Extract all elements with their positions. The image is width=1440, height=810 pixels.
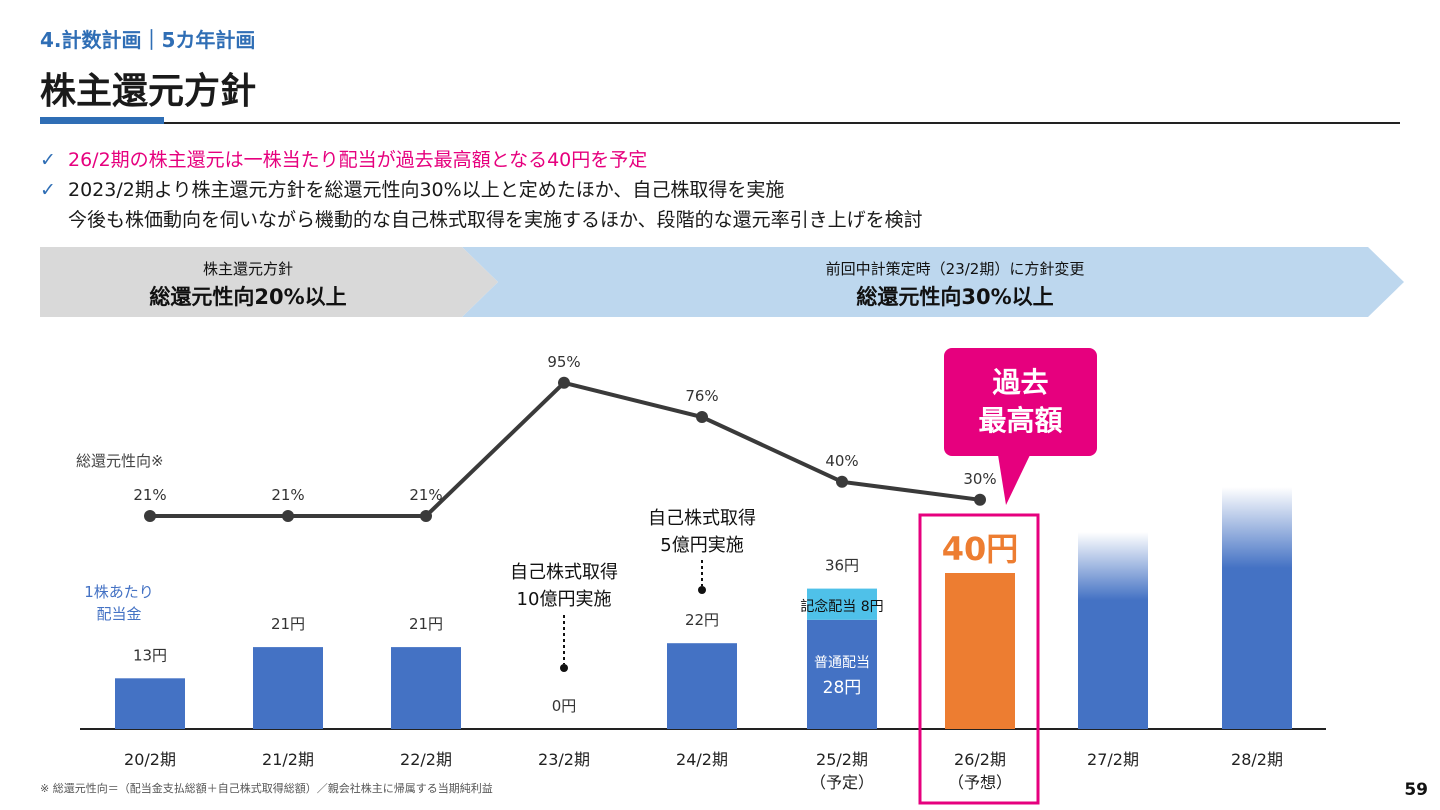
- bar-25-ordinary: [807, 619, 877, 729]
- highlight-frame: [918, 513, 1040, 805]
- buyback-dot-23/2期: [560, 664, 568, 672]
- x-tick-sub-25/2期: （予定）: [810, 773, 874, 792]
- payout-label-20/2期: 21%: [133, 486, 166, 504]
- x-tick-24/2期: 24/2期: [676, 750, 728, 769]
- callout-line-1: 過去: [992, 366, 1049, 399]
- x-tick-25/2期: 25/2期: [816, 750, 868, 769]
- payout-point-20/2期: [144, 510, 156, 522]
- check-icon: ✓: [40, 149, 56, 171]
- commemorative-dividend-label: 記念配当 8円: [800, 598, 883, 615]
- footnote: ※ 総還元性向＝（配当金支払総額＋自己株式取得総額）／親会社株主に帰属する当期純…: [40, 782, 493, 795]
- ordinary-dividend-value: 28円: [823, 678, 862, 698]
- bar-26/2期: [945, 573, 1015, 729]
- bar-22/2期: [391, 647, 461, 729]
- payout-label-21/2期: 21%: [271, 486, 304, 504]
- bullet-2: ✓ 2023/2期より株主還元方針を総還元性向30%以上と定めたほか、自己株取得を…: [40, 175, 784, 202]
- payout-label-23/2期: 95%: [547, 353, 580, 371]
- banner-left-shape: [462, 247, 1404, 317]
- payout-label-25/2期: 40%: [825, 452, 858, 470]
- check-icon: ✓: [40, 179, 56, 201]
- bullet-3: 今後も株価動向を伺いながら機動的な自己株式取得を実施するほか、段階的な還元率引き…: [40, 205, 923, 232]
- bar-future-28/2期: [1222, 568, 1292, 729]
- x-tick-22/2期: 22/2期: [400, 750, 452, 769]
- bar-label-26/2期: 40円: [942, 530, 1019, 568]
- x-tick-23/2期: 23/2期: [538, 750, 590, 769]
- payout-label-24/2期: 76%: [685, 387, 718, 405]
- banner-right-small: 前回中計策定時（23/2期）に方針変更: [825, 260, 1085, 278]
- banner-left-small: 株主還元方針: [202, 260, 293, 278]
- bar-future-fade-28/2期: [1222, 487, 1292, 568]
- payout-series-label: 総還元性向※: [76, 452, 164, 470]
- payout-label-22/2期: 21%: [409, 486, 442, 504]
- x-tick-20/2期: 20/2期: [124, 750, 176, 769]
- callout-line-2: 最高額: [978, 404, 1063, 437]
- payout-point-21/2期: [282, 510, 294, 522]
- bullet-1-text: 26/2期の株主還元は一株当たり配当が過去最高額となる40円を予定: [68, 149, 648, 171]
- payout-point-24/2期: [696, 411, 708, 423]
- title-rule-accent: [40, 117, 164, 124]
- bar-future-27/2期: [1078, 600, 1148, 729]
- bar-label-22/2期: 21円: [409, 615, 443, 633]
- banner-left: 株主還元方針 総還元性向20%以上: [40, 258, 456, 311]
- payout-point-22/2期: [420, 510, 432, 522]
- page-title: 株主還元方針: [40, 71, 257, 112]
- bar-label-21/2期: 21円: [271, 615, 305, 633]
- buyback-annotation-24/2期-1: 自己株式取得: [648, 508, 756, 529]
- payout-point-26/2期: [974, 493, 986, 506]
- banner-left-big: 総還元性向20%以上: [149, 285, 347, 309]
- bar-20/2期: [115, 678, 185, 729]
- payout-point-25/2期: [836, 475, 848, 488]
- dividend-series-label-2: 配当金: [96, 605, 141, 623]
- payout-point-23/2期: [558, 376, 570, 389]
- record-callout: 過去 最高額: [944, 348, 1097, 456]
- x-tick-27/2期: 27/2期: [1087, 750, 1139, 769]
- bar-label-20/2期: 13円: [133, 646, 167, 664]
- banner-right-big: 総還元性向30%以上: [856, 285, 1054, 309]
- bar-label-25/2期: 36円: [825, 557, 859, 575]
- page-number: 59: [1404, 780, 1428, 800]
- bullet-2-text: 2023/2期より株主還元方針を総還元性向30%以上と定めたほか、自己株取得を実…: [68, 179, 785, 201]
- bullet-1: ✓ 26/2期の株主還元は一株当たり配当が過去最高額となる40円を予定: [40, 145, 647, 172]
- section-label: 4.計数計画｜5カ年計画: [40, 28, 256, 52]
- payout-label-26/2期: 30%: [963, 470, 996, 488]
- bar-24/2期: [667, 643, 737, 729]
- callout-pointer: [998, 455, 1030, 505]
- x-tick-26/2期: 26/2期: [954, 750, 1006, 769]
- buyback-dot-24/2期: [698, 586, 706, 594]
- bullet-3-text: 今後も株価動向を伺いながら機動的な自己株式取得を実施するほか、段階的な還元率引き…: [68, 209, 923, 231]
- bar-label-24/2期: 22円: [685, 611, 719, 629]
- banner-right-shape: [40, 247, 498, 317]
- bar-label-23/2期: 0円: [552, 697, 577, 715]
- bar-25-commemorative: [807, 588, 877, 620]
- x-tick-28/2期: 28/2期: [1231, 750, 1283, 769]
- buyback-annotation-23/2期-2: 10億円実施: [517, 589, 612, 610]
- title-rule: [40, 122, 1400, 124]
- x-tick-sub-26/2期: （予想）: [948, 773, 1012, 792]
- ordinary-dividend-label: 普通配当: [814, 655, 870, 671]
- x-tick-21/2期: 21/2期: [262, 750, 314, 769]
- buyback-annotation-24/2期-2: 5億円実施: [660, 535, 743, 556]
- bar-future-fade-27/2期: [1078, 532, 1148, 600]
- banner-right: 前回中計策定時（23/2期）に方針変更 総還元性向30%以上: [500, 258, 1410, 311]
- buyback-annotation-23/2期-1: 自己株式取得: [510, 562, 618, 583]
- bar-21/2期: [253, 647, 323, 729]
- dividend-series-label-1: 1株あたり: [84, 583, 154, 601]
